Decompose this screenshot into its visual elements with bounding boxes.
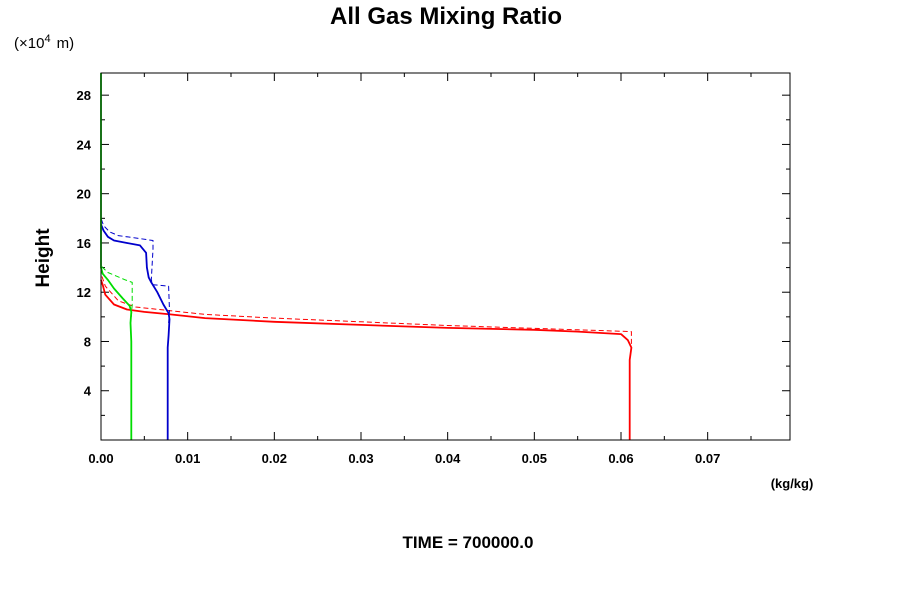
series-line xyxy=(100,279,633,440)
y-tick-label: 28 xyxy=(77,88,91,103)
x-tick-label: 0.07 xyxy=(695,451,720,466)
x-tick-label: 0.02 xyxy=(262,451,287,466)
x-tick-label: 0.05 xyxy=(522,451,547,466)
x-unit-label: (kg/kg) xyxy=(771,476,814,491)
y-scale-unit: m) xyxy=(57,35,75,52)
axis-ticks xyxy=(100,73,790,440)
x-tick-label: 0.01 xyxy=(175,451,200,466)
y-scale-exponent: 4 xyxy=(44,33,50,45)
y-tick-label: 20 xyxy=(77,187,91,202)
y-tick-label: 8 xyxy=(84,334,91,349)
y-tick-label: 12 xyxy=(77,285,91,300)
series-line xyxy=(100,73,133,440)
x-tick-label: 0.03 xyxy=(348,451,373,466)
series-layer xyxy=(100,73,633,440)
y-scale-label: (×104 m) xyxy=(14,33,74,52)
y-axis-label: Height xyxy=(33,228,54,288)
y-scale-prefix: (×10 xyxy=(14,35,44,52)
x-tick-labels: 0.00 0.01 0.02 0.03 0.04 0.05 0.06 0.07 xyxy=(88,451,720,466)
chart-title: All Gas Mixing Ratio xyxy=(330,3,562,30)
plot-frame xyxy=(100,72,791,441)
y-tick-labels: 4 8 12 16 20 24 28 xyxy=(77,88,92,399)
series-line xyxy=(100,263,133,317)
x-tick-label: 0.06 xyxy=(608,451,633,466)
series-line xyxy=(100,224,171,440)
time-label: TIME = 700000.0 xyxy=(403,533,534,552)
series-line xyxy=(100,273,632,344)
y-tick-label: 24 xyxy=(77,137,92,152)
x-tick-label: 0.00 xyxy=(88,451,113,466)
x-tick-label: 0.04 xyxy=(435,451,461,466)
y-tick-label: 16 xyxy=(77,236,91,251)
y-tick-label: 4 xyxy=(84,384,92,399)
series-line xyxy=(100,218,170,324)
